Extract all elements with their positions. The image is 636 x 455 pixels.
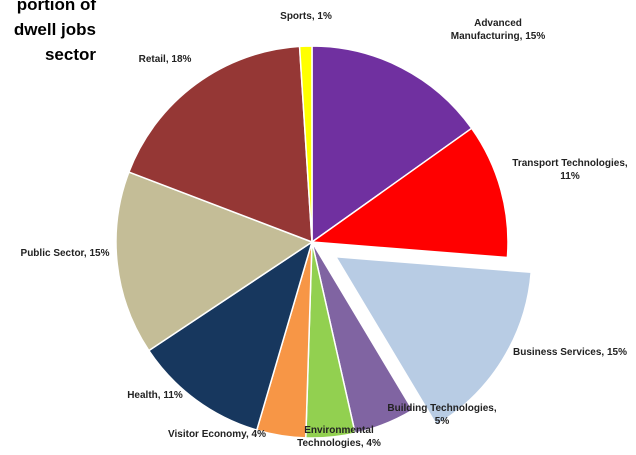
chart-title-line: sector <box>45 45 96 64</box>
chart-title-line: portion of <box>17 0 97 14</box>
pie-slice-advanced-manufacturing <box>311 45 473 244</box>
data-label: Business Services, 15% <box>513 347 627 358</box>
data-label: Environmental Technologies, 4% <box>297 425 381 449</box>
data-labels: Sports, 1% Advanced Manufacturing, 15% Tran… <box>21 11 628 449</box>
data-label: Building Technologies, 5% <box>387 403 496 427</box>
data-label: Retail, 18% <box>139 54 192 65</box>
pie-slice-sports <box>298 45 313 243</box>
pie-slice-business-services <box>334 255 532 426</box>
data-label: Health, 11% <box>127 390 183 401</box>
data-label: Visitor Economy, 4% <box>168 429 266 440</box>
pie-slice-health <box>147 240 314 431</box>
pie-slice-transport-technologies <box>309 127 509 259</box>
pie-slice-retail <box>127 45 313 244</box>
data-label: Transport Technologies, 11% <box>512 158 628 182</box>
pie-slices <box>115 45 532 439</box>
chart-title: portion of dwell jobs sector <box>14 0 97 64</box>
pie-slice-public-sector <box>115 171 314 352</box>
chart-title-line: dwell jobs <box>14 20 96 39</box>
data-label: Public Sector, 15% <box>21 248 110 259</box>
data-label: Advanced Manufacturing, 15% <box>451 18 546 42</box>
data-label: Sports, 1% <box>280 11 332 22</box>
